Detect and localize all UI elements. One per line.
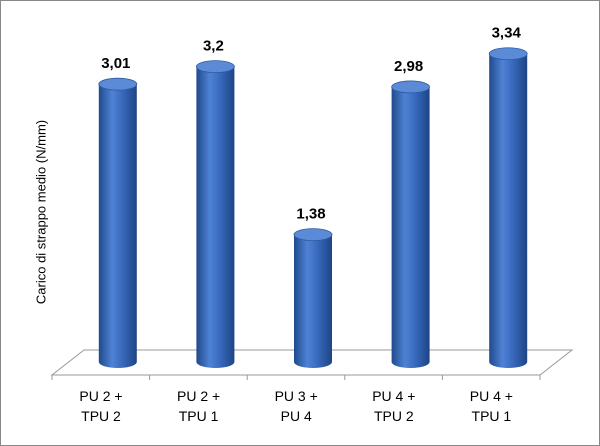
x-tick-label: PU 3 + PU 4 [274, 388, 318, 424]
x-tick-label: PU 2 + TPU 2 [79, 388, 123, 424]
value-label: 3,01 [101, 55, 130, 72]
value-label: 2,98 [394, 58, 423, 75]
x-tick-label: PU 4 + TPU 1 [469, 388, 513, 424]
bar-top [488, 47, 528, 61]
bar [196, 66, 235, 368]
value-label: 3,34 [492, 25, 522, 42]
bar [489, 53, 528, 369]
bar-top [293, 228, 333, 242]
value-label: 1,38 [296, 206, 325, 223]
bar-top [195, 60, 235, 74]
x-tick-label: PU 4 + TPU 2 [372, 388, 416, 424]
x-tick-label: PU 2 + TPU 1 [176, 388, 221, 424]
bar [294, 234, 332, 368]
value-label: 3,2 [203, 38, 224, 55]
bar-top [98, 77, 138, 91]
y-axis-label: Carico di strappo medio (N/mm) [33, 120, 48, 304]
bar-top [391, 80, 431, 94]
bar [98, 84, 137, 368]
bar [391, 86, 430, 369]
